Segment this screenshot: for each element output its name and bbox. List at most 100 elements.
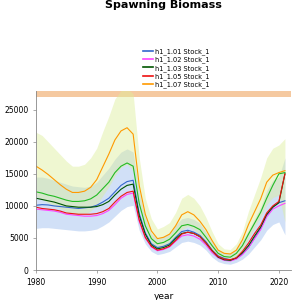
h1_1.05 Stock_1 <box>210 249 214 253</box>
h1_1.02 Stock_1 <box>216 256 220 260</box>
h1_1.02 Stock_1 <box>101 212 105 215</box>
h1_1.08 Stock_1 <box>143 224 147 228</box>
h1_1.05 Stock_1 <box>131 189 135 193</box>
h1_1.08 Stock_1 <box>107 180 111 184</box>
h1_1.01 Stock_1 <box>46 203 50 207</box>
h1_1.05 Stock_1 <box>113 200 117 204</box>
h1_1.01 Stock_1 <box>271 206 275 209</box>
h1_1.07 Stock_1 <box>64 188 68 191</box>
h1_1.05 Stock_1 <box>137 218 141 222</box>
h1_1.03 Stock_1 <box>198 235 202 238</box>
h1_1.02 Stock_1 <box>229 259 232 263</box>
h1_1.02 Stock_1 <box>174 239 177 243</box>
h1_1.01 Stock_1 <box>52 204 56 208</box>
h1_1.07 Stock_1 <box>192 213 196 217</box>
h1_1.07 Stock_1 <box>119 129 123 133</box>
h1_1.08 Stock_1 <box>198 228 202 231</box>
h1_1.05 Stock_1 <box>64 211 68 215</box>
h1_1.02 Stock_1 <box>253 237 256 240</box>
h1_1.01 Stock_1 <box>222 257 226 260</box>
h1_1.07 Stock_1 <box>235 248 238 252</box>
h1_1.07 Stock_1 <box>198 220 202 223</box>
h1_1.05 Stock_1 <box>283 172 287 176</box>
h1_1.08 Stock_1 <box>174 231 177 235</box>
h1_1.02 Stock_1 <box>107 208 111 212</box>
h1_1.03 Stock_1 <box>216 255 220 259</box>
h1_1.02 Stock_1 <box>143 236 147 240</box>
h1_1.05 Stock_1 <box>247 241 250 245</box>
Line: h1_1.03 Stock_1: h1_1.03 Stock_1 <box>36 174 285 260</box>
h1_1.01 Stock_1 <box>277 201 281 205</box>
h1_1.02 Stock_1 <box>271 207 275 211</box>
h1_1.03 Stock_1 <box>58 202 62 206</box>
h1_1.03 Stock_1 <box>259 225 262 229</box>
h1_1.05 Stock_1 <box>58 209 62 213</box>
h1_1.02 Stock_1 <box>58 211 62 214</box>
h1_1.07 Stock_1 <box>180 213 184 217</box>
h1_1.07 Stock_1 <box>162 236 165 239</box>
h1_1.08 Stock_1 <box>180 224 184 228</box>
h1_1.02 Stock_1 <box>137 220 141 223</box>
h1_1.03 Stock_1 <box>46 199 50 202</box>
h1_1.05 Stock_1 <box>101 210 105 214</box>
h1_1.01 Stock_1 <box>186 229 190 232</box>
h1_1.05 Stock_1 <box>235 256 238 260</box>
h1_1.02 Stock_1 <box>64 212 68 216</box>
h1_1.05 Stock_1 <box>150 244 153 248</box>
h1_1.01 Stock_1 <box>101 200 105 204</box>
h1_1.05 Stock_1 <box>52 208 56 211</box>
h1_1.03 Stock_1 <box>64 204 68 208</box>
h1_1.01 Stock_1 <box>58 205 62 208</box>
h1_1.02 Stock_1 <box>265 215 268 219</box>
h1_1.03 Stock_1 <box>107 200 111 203</box>
h1_1.08 Stock_1 <box>283 171 287 174</box>
h1_1.08 Stock_1 <box>137 202 141 205</box>
h1_1.08 Stock_1 <box>277 172 281 176</box>
h1_1.05 Stock_1 <box>83 212 86 216</box>
h1_1.01 Stock_1 <box>174 236 177 239</box>
h1_1.07 Stock_1 <box>89 185 92 189</box>
h1_1.02 Stock_1 <box>283 202 287 205</box>
h1_1.07 Stock_1 <box>40 168 44 172</box>
h1_1.03 Stock_1 <box>34 196 38 200</box>
h1_1.08 Stock_1 <box>271 184 275 187</box>
h1_1.02 Stock_1 <box>131 191 135 195</box>
h1_1.01 Stock_1 <box>107 196 111 200</box>
h1_1.03 Stock_1 <box>247 244 250 247</box>
h1_1.07 Stock_1 <box>125 126 129 130</box>
h1_1.07 Stock_1 <box>70 191 74 194</box>
h1_1.01 Stock_1 <box>229 258 232 262</box>
h1_1.03 Stock_1 <box>271 206 275 209</box>
h1_1.08 Stock_1 <box>34 190 38 194</box>
h1_1.05 Stock_1 <box>162 247 165 251</box>
h1_1.07 Stock_1 <box>156 237 159 240</box>
h1_1.08 Stock_1 <box>64 198 68 202</box>
h1_1.02 Stock_1 <box>222 259 226 262</box>
h1_1.02 Stock_1 <box>277 204 281 208</box>
h1_1.05 Stock_1 <box>40 207 44 210</box>
h1_1.03 Stock_1 <box>235 256 238 260</box>
h1_1.08 Stock_1 <box>119 164 123 168</box>
h1_1.03 Stock_1 <box>241 251 244 254</box>
h1_1.05 Stock_1 <box>204 241 208 245</box>
h1_1.03 Stock_1 <box>70 205 74 208</box>
h1_1.05 Stock_1 <box>265 211 268 215</box>
h1_1.07 Stock_1 <box>34 164 38 168</box>
h1_1.07 Stock_1 <box>241 238 244 242</box>
h1_1.02 Stock_1 <box>156 249 159 253</box>
h1_1.01 Stock_1 <box>283 199 287 202</box>
h1_1.08 Stock_1 <box>52 194 56 198</box>
h1_1.07 Stock_1 <box>113 138 117 142</box>
h1_1.08 Stock_1 <box>192 225 196 228</box>
h1_1.01 Stock_1 <box>137 212 141 215</box>
Legend: h1_1.01 Stock_1, h1_1.02 Stock_1, h1_1.03 Stock_1, h1_1.05 Stock_1, h1_1.07 Stoc: h1_1.01 Stock_1, h1_1.02 Stock_1, h1_1.0… <box>140 45 212 100</box>
h1_1.03 Stock_1 <box>186 230 190 234</box>
h1_1.08 Stock_1 <box>83 199 86 202</box>
h1_1.01 Stock_1 <box>143 231 147 235</box>
h1_1.02 Stock_1 <box>119 196 123 200</box>
h1_1.03 Stock_1 <box>95 205 98 208</box>
h1_1.05 Stock_1 <box>271 204 275 208</box>
h1_1.05 Stock_1 <box>70 212 74 215</box>
h1_1.07 Stock_1 <box>277 171 281 174</box>
h1_1.01 Stock_1 <box>241 252 244 256</box>
